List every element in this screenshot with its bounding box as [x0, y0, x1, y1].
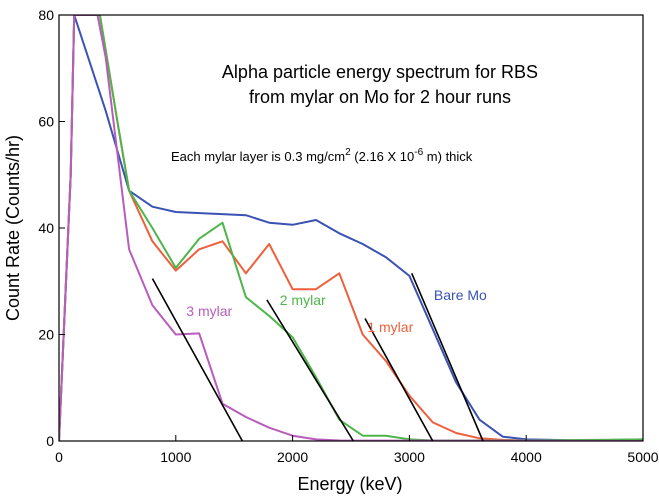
y-tick-label: 40	[38, 220, 54, 236]
y-tick-label: 80	[38, 7, 54, 23]
note-middle: (2.16 X 10	[351, 149, 415, 164]
fit-line-1	[151, 278, 244, 442]
series-label-1-mylar: 1 mylar	[367, 319, 413, 335]
chart-title: Alpha particle energy spectrum for RBS	[222, 62, 538, 82]
series-label-2-mylar: 2 mylar	[280, 292, 326, 308]
note-prefix: Each mylar layer is 0.3 mg/cm	[171, 149, 345, 164]
series-label-3-mylar: 3 mylar	[186, 303, 232, 319]
x-tick-label: 0	[55, 449, 63, 465]
note-superscript-exponent: -6	[414, 147, 423, 158]
chart-subtitle: from mylar on Mo for 2 hour runs	[249, 87, 511, 107]
x-tick-label: 1000	[160, 449, 191, 465]
note-superscript-2: 2	[345, 147, 351, 158]
y-tick-label: 0	[46, 433, 54, 449]
fit-line-4	[410, 272, 484, 442]
mylar-thickness-note: Each mylar layer is 0.3 mg/cm2 (2.16 X 1…	[171, 147, 473, 164]
x-tick-label: 2000	[277, 449, 308, 465]
axis-ticks: 0 1000 2000 3000 4000 5000 0 20 40 60 80	[38, 7, 658, 465]
x-tick-label: 4000	[511, 449, 542, 465]
fit-lines-layer	[151, 272, 484, 442]
series-line-2-mylar	[59, 15, 643, 441]
fit-line-2	[266, 299, 355, 442]
series-label-bare-mo: Bare Mo	[434, 287, 487, 303]
series-labels: 3 mylar 2 mylar 1 mylar Bare Mo	[186, 287, 487, 335]
y-axis-label: Count Rate (Counts/hr)	[3, 135, 23, 321]
y-tick-label: 60	[38, 114, 54, 130]
x-axis-label: Energy (keV)	[297, 474, 402, 494]
fit-line-3	[364, 318, 434, 442]
y-tick-label: 20	[38, 327, 54, 343]
series-line-3-mylar	[59, 15, 643, 441]
series-layer	[59, 15, 643, 441]
x-tick-label: 3000	[394, 449, 425, 465]
note-suffix: m) thick	[423, 149, 473, 164]
x-tick-label: 5000	[627, 449, 658, 465]
